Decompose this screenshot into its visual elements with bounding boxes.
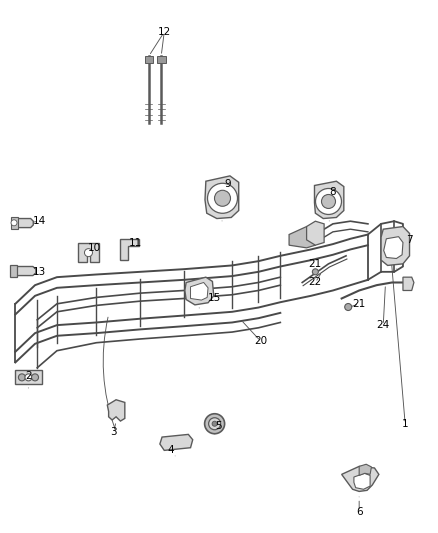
Polygon shape: [10, 265, 17, 277]
Text: 8: 8: [329, 187, 336, 197]
Polygon shape: [78, 243, 99, 262]
Text: 22: 22: [309, 278, 322, 287]
Polygon shape: [185, 277, 214, 305]
Polygon shape: [354, 473, 370, 489]
Text: 14: 14: [33, 216, 46, 226]
Polygon shape: [359, 464, 371, 475]
Circle shape: [312, 269, 318, 275]
Polygon shape: [191, 282, 208, 300]
Circle shape: [11, 220, 17, 226]
Polygon shape: [381, 227, 410, 265]
Text: 4: 4: [167, 446, 174, 455]
Circle shape: [208, 183, 237, 213]
Text: 7: 7: [406, 235, 413, 245]
Circle shape: [321, 195, 336, 208]
Polygon shape: [157, 56, 166, 63]
Polygon shape: [15, 266, 36, 276]
Polygon shape: [160, 434, 193, 450]
Polygon shape: [17, 219, 33, 228]
Text: 24: 24: [377, 320, 390, 330]
Text: 3: 3: [110, 427, 117, 437]
Circle shape: [25, 374, 32, 381]
Circle shape: [208, 418, 221, 430]
Circle shape: [315, 189, 342, 214]
Circle shape: [18, 374, 25, 381]
Text: 12: 12: [158, 27, 171, 37]
Text: 20: 20: [254, 336, 267, 346]
Polygon shape: [403, 277, 414, 290]
Polygon shape: [307, 221, 324, 245]
Text: 9: 9: [224, 179, 231, 189]
Polygon shape: [120, 239, 139, 260]
Circle shape: [212, 421, 217, 426]
Text: 15: 15: [208, 294, 221, 303]
Text: 13: 13: [33, 267, 46, 277]
Text: 5: 5: [215, 422, 223, 431]
Text: 6: 6: [356, 507, 363, 516]
Text: 21: 21: [353, 299, 366, 309]
Circle shape: [85, 248, 92, 257]
Polygon shape: [289, 227, 315, 248]
Text: 1: 1: [402, 419, 409, 429]
Circle shape: [215, 190, 230, 206]
Text: 2: 2: [25, 371, 32, 381]
Text: 21: 21: [309, 259, 322, 269]
Polygon shape: [145, 56, 153, 63]
Polygon shape: [107, 400, 125, 421]
Polygon shape: [15, 370, 42, 384]
Polygon shape: [384, 237, 403, 259]
Text: 11: 11: [129, 238, 142, 247]
Polygon shape: [314, 181, 344, 219]
Text: 10: 10: [88, 243, 101, 253]
Circle shape: [32, 374, 39, 381]
Circle shape: [205, 414, 225, 434]
Polygon shape: [342, 466, 379, 491]
Polygon shape: [205, 176, 239, 219]
Polygon shape: [11, 217, 18, 229]
Circle shape: [345, 303, 352, 311]
